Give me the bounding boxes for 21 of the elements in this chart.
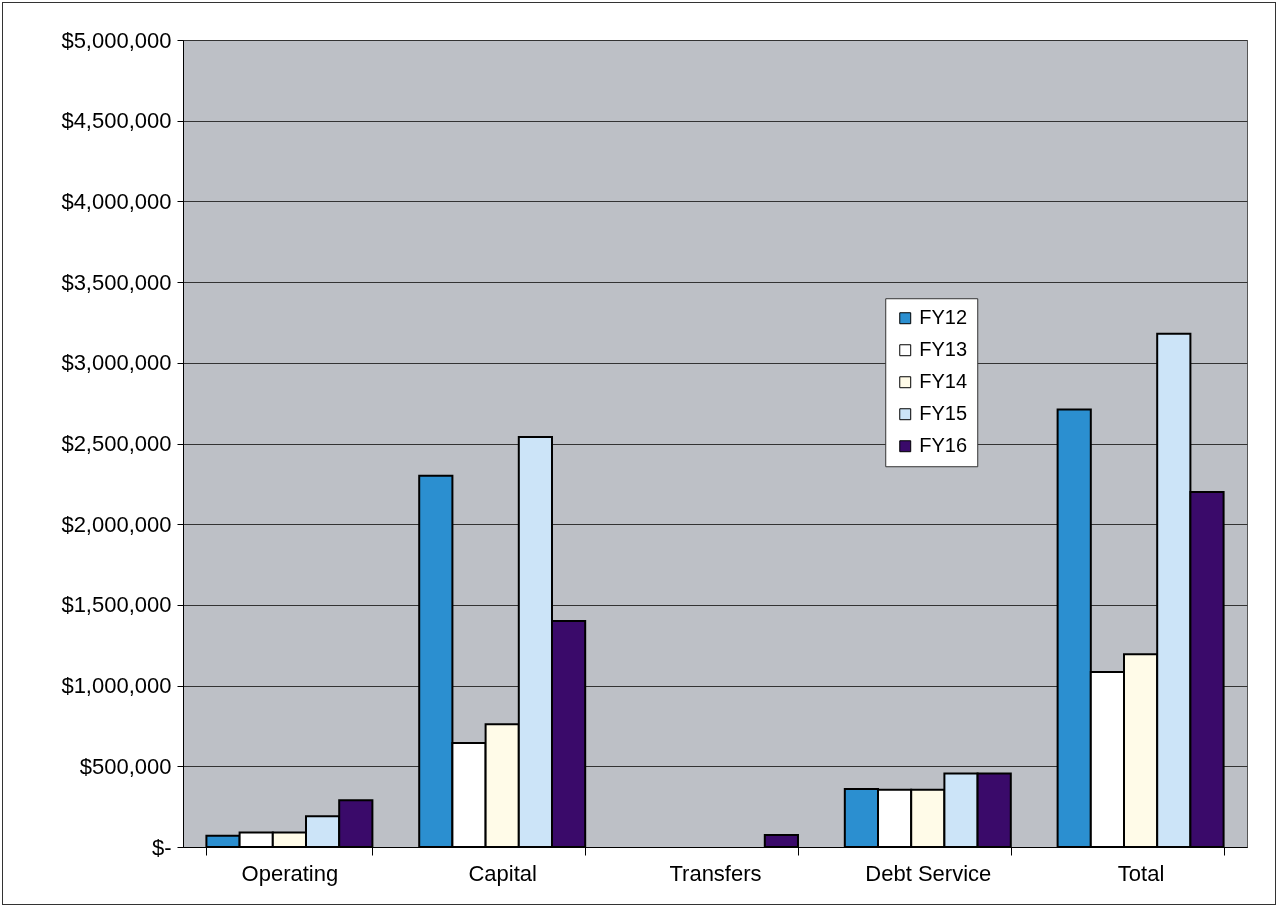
y-tick-label: $5,000,000 xyxy=(61,27,172,53)
legend-label: FY14 xyxy=(919,370,968,393)
legend-label: FY16 xyxy=(919,434,968,457)
y-tick-label: $500,000 xyxy=(79,753,172,779)
y-tick-label: $4,000,000 xyxy=(61,188,172,214)
y-tick-label: $3,000,000 xyxy=(61,350,172,376)
x-tick-label: Transfers xyxy=(669,860,762,886)
y-tick-label: $2,500,000 xyxy=(61,431,172,456)
x-tick-label: Operating xyxy=(241,860,339,886)
y-tick-label: $3,500,000 xyxy=(61,269,172,295)
y-tick-label: $4,500,000 xyxy=(61,108,172,134)
y-tick-label: $1,000,000 xyxy=(61,673,172,699)
legend-label: FY12 xyxy=(919,306,968,329)
y-tick-label: $- xyxy=(151,834,172,860)
y-tick-label: $2,000,000 xyxy=(61,511,172,537)
legend-label: FY13 xyxy=(919,338,968,361)
x-tick-label: Debt Service xyxy=(865,860,992,886)
x-tick-label: Total xyxy=(1117,860,1165,886)
legend-label: FY15 xyxy=(919,402,968,425)
x-tick-label: Capital xyxy=(468,860,537,886)
y-tick-label: $1,500,000 xyxy=(61,592,172,618)
